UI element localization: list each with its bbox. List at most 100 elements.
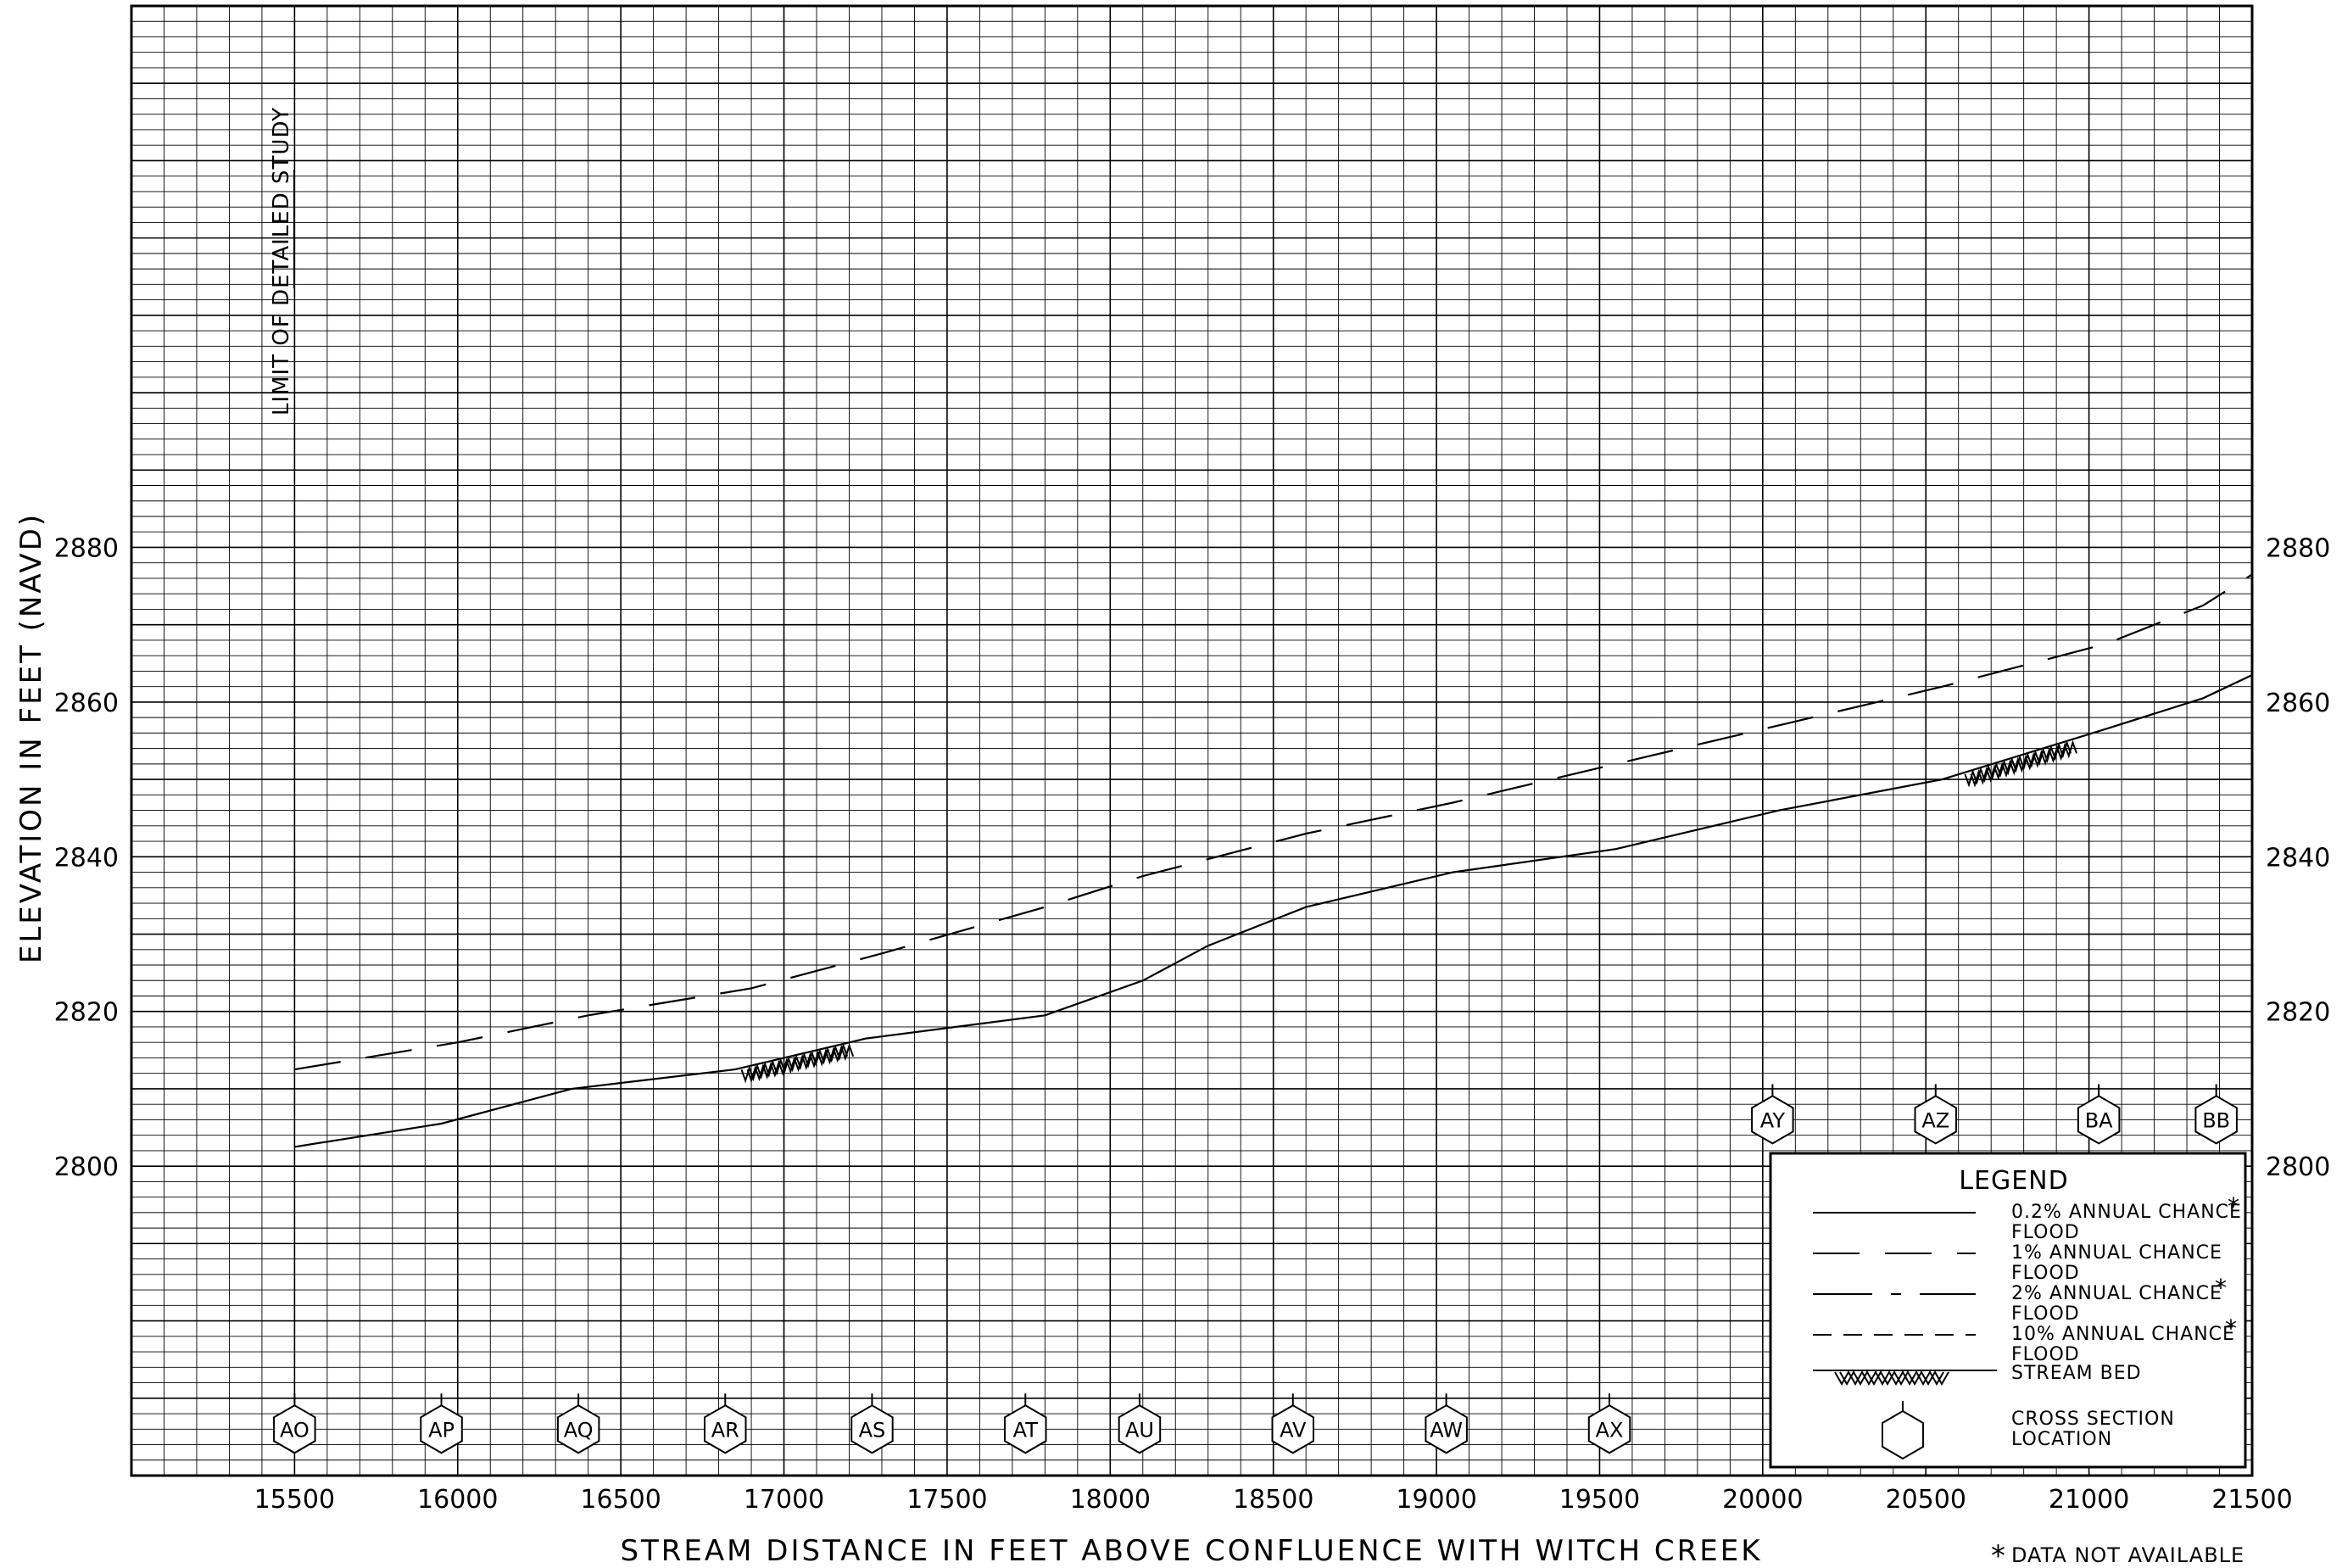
- legend-asterisk: *: [2228, 1192, 2239, 1220]
- cross-section-label: AZ: [1921, 1108, 1949, 1132]
- cross-section-marker-av: AV: [1271, 1393, 1314, 1454]
- series-line-stream_bed: [294, 674, 2253, 1148]
- series-layer: [294, 573, 2253, 1148]
- x-tick-label: 21500: [2211, 1485, 2292, 1515]
- hexagon-icon: [1882, 1409, 1924, 1460]
- legend-label-line2: FLOOD: [2011, 1222, 2080, 1243]
- legend-swatch-hatch-2: [1834, 1370, 1944, 1387]
- cross-section-marker-ax: AX: [1587, 1393, 1631, 1454]
- x-tick-label: 21000: [2049, 1485, 2129, 1515]
- cross-section-label: BB: [2202, 1108, 2230, 1132]
- legend-entry-2pct: 2% ANNUAL CHANCE FLOOD *: [1813, 1274, 2227, 1325]
- hexagon-icon: [2077, 1095, 2121, 1145]
- y-tick-label-left: 2880: [54, 533, 119, 563]
- x-tick-label: 20000: [1722, 1485, 1803, 1515]
- y-tick-label-left: 2820: [54, 998, 119, 1028]
- legend-entry-10pct: 10% ANNUAL CHANCE FLOOD *: [1813, 1314, 2237, 1365]
- x-tick-label: 16500: [580, 1485, 661, 1515]
- hexagon-icon: [1118, 1404, 1162, 1454]
- x-tick-label: 18000: [1070, 1485, 1151, 1515]
- y-tick-label-left: 2800: [54, 1152, 119, 1182]
- x-tick-label: 17000: [744, 1485, 824, 1515]
- cross-section-label: AY: [1760, 1108, 1786, 1132]
- hexagon-icon: [420, 1404, 463, 1454]
- cross-section-marker-as: AS: [850, 1393, 894, 1454]
- cross-section-marker-az: AZ: [1914, 1084, 1957, 1145]
- x-tick-label: 17500: [906, 1485, 987, 1515]
- stream-bed-hatch-layer: [740, 739, 2078, 1084]
- cross-section-label: AP: [428, 1418, 454, 1442]
- legend-entry-1pct: 1% ANNUAL CHANCE FLOOD: [1813, 1242, 2222, 1284]
- cross-section-label: AW: [1430, 1418, 1463, 1442]
- y-tick-label-right: 2840: [2266, 843, 2330, 873]
- legend-title: LEGEND: [1959, 1166, 2068, 1196]
- cross-section-marker-bb: BB: [2194, 1084, 2238, 1145]
- stream-bed-hatch: [1964, 739, 2072, 788]
- footnote: * DATA NOT AVAILABLE: [1991, 1539, 2244, 1568]
- chart-grid: [131, 6, 2252, 1476]
- legend-label: 2% ANNUAL CHANCE: [2011, 1283, 2222, 1304]
- legend-label: 0.2% ANNUAL CHANCE: [2011, 1202, 2242, 1223]
- cross-section-marker-ba: BA: [2077, 1084, 2121, 1145]
- hexagon-icon: [2194, 1095, 2238, 1145]
- y-tick-label-right: 2860: [2266, 689, 2330, 718]
- cross-section-marker-ar: AR: [704, 1393, 747, 1454]
- cross-section-marker-at: AT: [1004, 1393, 1047, 1454]
- y-tick-label-right: 2800: [2266, 1152, 2330, 1182]
- legend-box: [1769, 1152, 2247, 1469]
- cross-section-marker-ay: AY: [1751, 1084, 1794, 1145]
- x-axis-label: STREAM DISTANCE IN FEET ABOVE CONFLUENCE…: [620, 1534, 1762, 1568]
- legend-label: 10% ANNUAL CHANCE: [2011, 1324, 2235, 1345]
- x-tick-label: 20500: [1886, 1485, 1966, 1515]
- limit-of-detailed-study-annotation: LIMIT OF DETAILED STUDY: [269, 107, 295, 416]
- stream-bed-hatch: [1970, 739, 2078, 788]
- legend-entry-0-2pct: 0.2% ANNUAL CHANCE FLOOD *: [1813, 1192, 2242, 1243]
- y-tick-label-left: 2840: [54, 843, 119, 873]
- legend-label-line2: FLOOD: [2011, 1303, 2080, 1325]
- series-line-flood_1pct: [294, 573, 2253, 1071]
- legend-entry-stream-bed: STREAM BED: [1813, 1363, 2142, 1387]
- tick-label-layer: 15500 16000 16500 17000 17500 18000 18500 19000…: [54, 533, 2331, 1515]
- legend-asterisk: *: [2225, 1314, 2237, 1342]
- hexagon-icon: [556, 1404, 600, 1454]
- x-tick-label: 18500: [1233, 1485, 1313, 1515]
- legend-label: CROSS SECTION: [2011, 1409, 2175, 1430]
- legend-asterisk: *: [2215, 1274, 2227, 1302]
- hexagon-icon: [1004, 1404, 1047, 1454]
- x-tick-label: 16000: [417, 1485, 498, 1515]
- footnote-asterisk: *: [1991, 1539, 2005, 1568]
- cross-section-marker-aq: AQ: [556, 1393, 600, 1454]
- cross-section-marker-ap: AP: [420, 1393, 463, 1454]
- hexagon-icon: [273, 1404, 316, 1454]
- cross-section-label: AV: [1280, 1418, 1307, 1442]
- cross-section-label: AR: [711, 1418, 739, 1442]
- cross-section-label: BA: [2085, 1108, 2113, 1132]
- hexagon-icon: [1751, 1095, 1794, 1145]
- x-tick-label: 19000: [1396, 1485, 1476, 1515]
- y-tick-label-left: 2860: [54, 689, 119, 718]
- hexagon-icon: [704, 1404, 747, 1454]
- cross-section-label: AS: [859, 1418, 886, 1442]
- legend-entry-cross-section: CROSS SECTION LOCATION: [1882, 1401, 2175, 1460]
- cross-section-marker-aw: AW: [1425, 1393, 1468, 1454]
- y-axis-label: ELEVATION IN FEET (NAVD): [14, 512, 48, 963]
- cross-section-label: AT: [1013, 1418, 1039, 1442]
- cross-section-label: AQ: [564, 1418, 594, 1442]
- hexagon-icon: [850, 1404, 894, 1454]
- cross-section-marker-au: AU: [1118, 1393, 1162, 1454]
- hexagon-icon: [1271, 1404, 1314, 1454]
- hexagon-icon: [1425, 1404, 1468, 1454]
- legend-label-line2: FLOOD: [2011, 1263, 2080, 1284]
- x-tick-label: 15500: [254, 1485, 335, 1515]
- legend-label: STREAM BED: [2011, 1363, 2142, 1384]
- legend: LEGEND 0.2% ANNUAL CHANCE FLOOD * 1% ANN…: [1769, 1152, 2247, 1469]
- stream-bed-hatch: [746, 1042, 855, 1084]
- hexagon-icon: [1587, 1404, 1631, 1454]
- y-tick-label-right: 2880: [2266, 533, 2330, 563]
- x-tick-label: 19500: [1559, 1485, 1640, 1515]
- footnote-text: DATA NOT AVAILABLE: [2011, 1543, 2244, 1567]
- y-tick-label-right: 2820: [2266, 998, 2330, 1028]
- limit-of-detailed-study-label: LIMIT OF DETAILED STUDY: [269, 107, 294, 416]
- legend-label-line2: LOCATION: [2011, 1429, 2112, 1450]
